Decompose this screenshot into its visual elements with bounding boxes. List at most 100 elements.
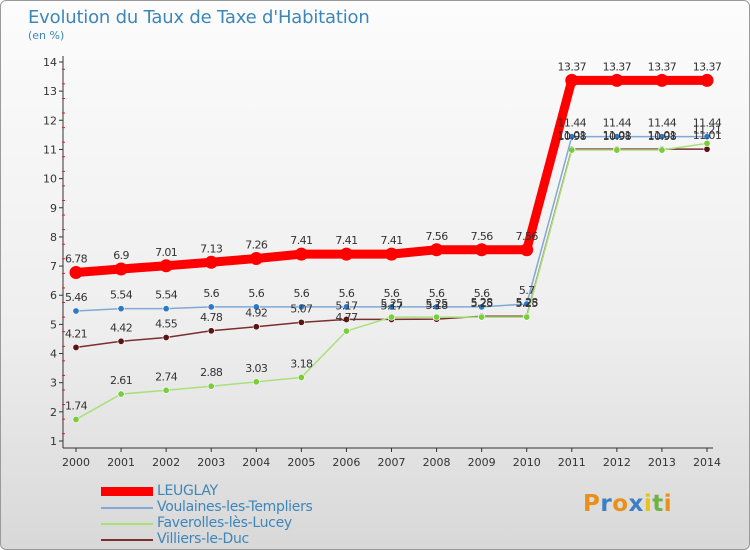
- data-label: 5.54: [155, 289, 178, 302]
- data-point: [523, 300, 531, 308]
- legend-item: Faverolles-lès-Lucey: [101, 515, 421, 531]
- data-point: [252, 303, 260, 311]
- chart-subtitle: (en %): [28, 29, 65, 42]
- data-label: 5.6: [203, 287, 219, 300]
- y-tick-label: 13: [43, 85, 57, 98]
- data-point: [520, 243, 534, 257]
- data-point: [613, 146, 621, 154]
- y-tick-label: 3: [50, 377, 57, 390]
- data-label: 5.6: [429, 287, 445, 300]
- data-label: 5.25: [471, 297, 494, 310]
- data-point: [342, 303, 350, 311]
- y-tick-label: 1: [50, 435, 57, 448]
- y-tick-label: 14: [43, 56, 57, 69]
- data-label: 5.46: [65, 291, 88, 304]
- data-point: [297, 318, 305, 326]
- data-label: 11.01: [648, 129, 677, 142]
- logo-letter: x: [628, 491, 644, 517]
- legend-label: Faverolles-lès-Lucey: [157, 515, 292, 531]
- data-label: 5.25: [426, 297, 449, 310]
- logo-letter: i: [643, 491, 653, 517]
- data-point: [204, 255, 218, 269]
- data-label: 4.92: [245, 307, 267, 320]
- data-label: 7.41: [380, 234, 402, 247]
- x-tick-label: 2010: [513, 456, 541, 469]
- y-tick-label: 6: [50, 289, 57, 302]
- x-tick-label: 2013: [648, 456, 676, 469]
- data-point: [117, 390, 125, 398]
- data-point: [207, 327, 215, 335]
- y-tick-label: 11: [43, 143, 57, 156]
- data-label: 5.6: [339, 287, 355, 300]
- data-label: 6.9: [113, 249, 129, 262]
- legend-swatch: [101, 539, 153, 541]
- data-point: [433, 303, 441, 311]
- data-point: [72, 307, 80, 315]
- y-tick-label: 10: [43, 173, 57, 186]
- data-point: [117, 305, 125, 313]
- data-point: [117, 337, 125, 345]
- data-label: 5.54: [110, 289, 133, 302]
- data-point: [342, 315, 350, 323]
- y-tick-label: 2: [50, 406, 57, 419]
- x-tick-label: 2002: [152, 456, 180, 469]
- x-tick-label: 2012: [603, 456, 631, 469]
- y-tick-label: 8: [50, 231, 57, 244]
- x-tick-label: 2014: [693, 456, 721, 469]
- x-tick-label: 2004: [242, 456, 270, 469]
- data-point: [294, 247, 308, 261]
- x-tick-label: 2001: [107, 456, 135, 469]
- data-point: [249, 251, 263, 265]
- data-label: 11.01: [558, 129, 587, 142]
- data-point: [475, 243, 489, 257]
- legend-label: Voulaines-les-Templiers: [157, 499, 313, 515]
- data-point: [342, 327, 350, 335]
- data-point: [385, 247, 398, 261]
- data-label: 4.78: [200, 311, 223, 324]
- data-label: 7.13: [200, 242, 223, 255]
- data-point: [252, 323, 260, 331]
- y-tick-label: 9: [50, 202, 57, 215]
- y-tick-label: 7: [50, 260, 57, 273]
- data-label: 11.01: [693, 129, 722, 142]
- data-label: 5.17: [380, 299, 403, 312]
- data-point: [565, 73, 579, 87]
- data-label: 4.42: [110, 321, 132, 334]
- data-label: 10.98: [558, 130, 587, 143]
- data-label: 5.17: [335, 299, 358, 312]
- data-label: 7.56: [471, 230, 494, 243]
- data-label: 5.6: [248, 287, 264, 300]
- data-point: [159, 259, 173, 273]
- y-tick-label: 5: [50, 318, 57, 331]
- data-point: [658, 146, 666, 154]
- x-tick-label: 2005: [287, 456, 315, 469]
- data-label: 11.01: [603, 129, 632, 142]
- data-point: [72, 415, 80, 423]
- data-label: 4.21: [65, 327, 87, 340]
- data-point: [162, 334, 170, 342]
- legend-item: Voulaines-les-Templiers: [101, 499, 421, 515]
- x-tick-label: 2000: [62, 456, 90, 469]
- x-tick-label: 2006: [332, 456, 360, 469]
- data-label: 7.26: [245, 238, 268, 251]
- data-label: 5.25: [516, 297, 539, 310]
- data-point: [433, 313, 441, 321]
- logo-letter: t: [652, 491, 664, 517]
- data-label: 4.77: [335, 311, 358, 324]
- data-label: 5.18: [426, 299, 449, 312]
- data-point: [700, 73, 714, 87]
- data-point: [207, 382, 215, 390]
- data-label: 13.37: [558, 60, 587, 73]
- logo-letter: P: [583, 491, 601, 517]
- data-point: [478, 303, 486, 311]
- data-label: 11.44: [558, 117, 587, 130]
- legend-swatch: [101, 487, 153, 496]
- data-label: 5.7: [519, 284, 535, 297]
- data-label: 5.07: [290, 302, 313, 315]
- data-label: 10.98: [603, 130, 632, 143]
- chart-legend: LEUGLAY Voulaines-les-Templiers Faverolles…: [101, 483, 421, 547]
- data-label: 11.44: [648, 117, 677, 130]
- logo-letter: r: [600, 491, 613, 517]
- data-label: 7.01: [155, 246, 177, 259]
